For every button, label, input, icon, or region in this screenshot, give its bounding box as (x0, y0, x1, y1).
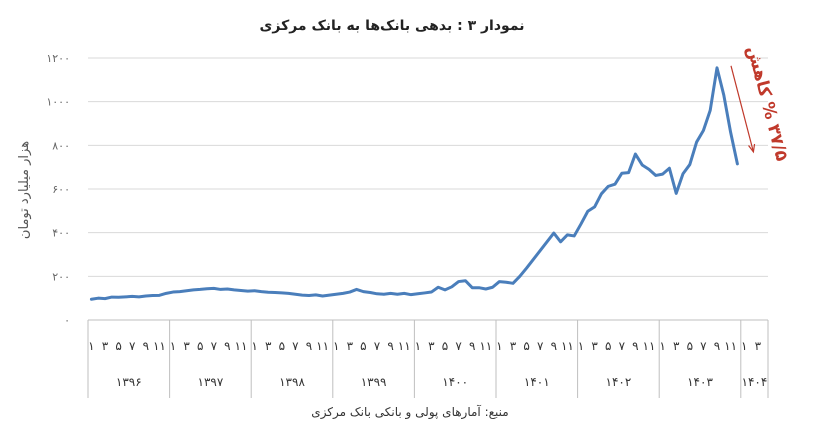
month-tick-label: ۱ (170, 339, 176, 353)
month-tick-label: ۵ (605, 339, 611, 353)
y-tick-label: ۱۲۰۰ (46, 52, 70, 65)
y-axis-ticks: ۰ ۲۰۰ ۴۰۰ ۶۰۰ ۸۰۰ ۱۰۰۰ ۱۲۰۰ (46, 52, 70, 327)
month-tick-label: ۱۱ (561, 339, 574, 353)
month-tick-label: ۳ (591, 339, 598, 353)
year-tick-label: ۱۳۹۹ (361, 375, 387, 389)
month-tick-label: ۱ (415, 339, 421, 353)
month-tick-label: ۵ (360, 339, 366, 353)
month-tick-label: ۵ (687, 339, 693, 353)
month-tick-label: ۱ (251, 339, 257, 353)
month-tick-label: ۹ (714, 339, 720, 353)
year-tick-label: ۱۳۹۸ (279, 375, 305, 389)
month-tick-label: ۹ (632, 339, 638, 353)
year-tick-label: ۱۴۰۴ (742, 375, 768, 389)
month-tick-label: ۱ (741, 339, 747, 353)
month-tick-label: ۹ (224, 339, 230, 353)
month-tick-label: ۵ (115, 339, 121, 353)
month-tick-label: ۳ (183, 339, 190, 353)
month-tick-label: ۵ (523, 339, 529, 353)
month-tick-label: ۷ (292, 339, 299, 353)
month-tick-label: ۳ (347, 339, 354, 353)
y-tick-label: ۶۰۰ (52, 183, 70, 196)
y-tick-label: ۱۰۰۰ (46, 96, 70, 109)
month-tick-label: ۱۱ (479, 339, 492, 353)
month-tick-label: ۷ (700, 339, 707, 353)
year-tick-label: ۱۴۰۲ (606, 375, 632, 389)
month-tick-label: ۳ (510, 339, 517, 353)
month-tick-label: ۱۱ (235, 339, 248, 353)
month-tick-label: ۹ (306, 339, 312, 353)
annotation-arrow (730, 65, 754, 153)
month-tick-label: ۹ (469, 339, 475, 353)
month-tick-label: ۱ (88, 339, 94, 353)
year-tick-label: ۱۳۹۷ (198, 375, 224, 389)
month-tick-label: ۳ (428, 339, 435, 353)
month-tick-label: ۱۱ (643, 339, 656, 353)
series-group (89, 66, 739, 301)
month-tick-label: ۱۱ (398, 339, 411, 353)
month-tick-label: ۷ (374, 339, 381, 353)
month-tick-label: ۷ (455, 339, 462, 353)
month-tick-label: ۳ (102, 339, 109, 353)
gridlines (88, 57, 768, 277)
month-tick-label: ۷ (129, 339, 136, 353)
annotation-arrowhead (748, 143, 756, 154)
y-tick-label: ۸۰۰ (52, 139, 70, 152)
month-tick-label: ۱ (333, 339, 339, 353)
month-tick-label: ۷ (211, 339, 218, 353)
y-axis-label: هزار میلیارد تومان (17, 141, 32, 239)
month-tick-label: ۵ (442, 339, 448, 353)
month-tick-label: ۱۱ (153, 339, 166, 353)
source-note: منبع: آمارهای پولی و بانکی بانک مرکزی (311, 404, 508, 420)
y-tick-label: ۴۰۰ (52, 227, 70, 240)
month-tick-label: ۱۱ (724, 339, 737, 353)
month-tick-label: ۹ (551, 339, 557, 353)
month-tick-label: ۵ (279, 339, 285, 353)
month-tick-label: ۱ (578, 339, 584, 353)
y-tick-label: ۲۰۰ (52, 270, 70, 283)
month-tick-label: ۳ (265, 339, 272, 353)
month-tick-label: ۷ (537, 339, 544, 353)
month-tick-label: ۱۱ (316, 339, 329, 353)
chart-title: نمودار ۳ : بدهی بانک‌ها به بانک مرکزی (260, 18, 525, 34)
month-tick-label: ۹ (143, 339, 149, 353)
month-tick-label: ۳ (755, 339, 762, 353)
month-tick-label: ۱ (496, 339, 502, 353)
year-tick-label: ۱۴۰۱ (524, 375, 550, 389)
month-tick-label: ۹ (387, 339, 393, 353)
series-line (89, 66, 739, 301)
year-tick-label: ۱۳۹۶ (116, 375, 142, 389)
month-tick-label: ۱ (659, 339, 665, 353)
y-tick-label: ۰ (64, 314, 70, 327)
month-tick-label: ۷ (619, 339, 626, 353)
year-tick-label: ۱۴۰۰ (442, 375, 468, 389)
month-tick-label: ۵ (197, 339, 203, 353)
month-tick-label: ۳ (673, 339, 680, 353)
year-tick-label: ۱۴۰۳ (687, 375, 713, 389)
